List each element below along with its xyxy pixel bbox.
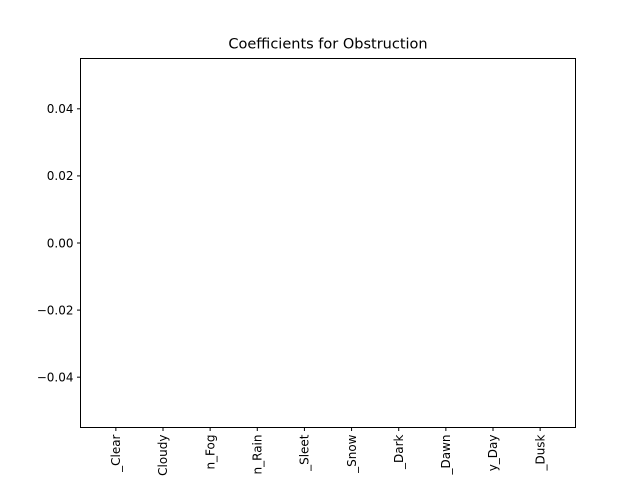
x-tick-label: n_Fog xyxy=(203,435,217,470)
x-tick-label: n_Rain xyxy=(250,435,264,475)
chart-title: Coefficients for Obstruction xyxy=(228,37,427,53)
x-tick-label: Cloudy xyxy=(156,435,170,476)
x-axis: _Clear Cloudy n_Fog n_Rain _Sleet _Snow _Dark _… xyxy=(109,427,547,476)
y-tick-label: 0.02 xyxy=(47,169,74,183)
y-axis: 0.04 0.02 0.00 −0.02 −0.04 xyxy=(37,102,81,384)
x-tick-label: y_Day xyxy=(486,435,500,472)
y-tick-label: −0.02 xyxy=(37,303,74,317)
x-tick-label: _Sleet xyxy=(298,434,312,472)
y-tick-label: −0.04 xyxy=(37,370,74,384)
x-tick-label: _Snow xyxy=(345,434,359,474)
y-tick-label: 0.00 xyxy=(47,236,74,250)
x-tick-label: _Dusk xyxy=(533,434,547,471)
x-tick-label: _Dark xyxy=(392,434,406,470)
y-tick-label: 0.04 xyxy=(47,102,74,116)
x-tick-label: _Dawn xyxy=(439,435,453,476)
x-tick-label: _Clear xyxy=(109,434,123,472)
